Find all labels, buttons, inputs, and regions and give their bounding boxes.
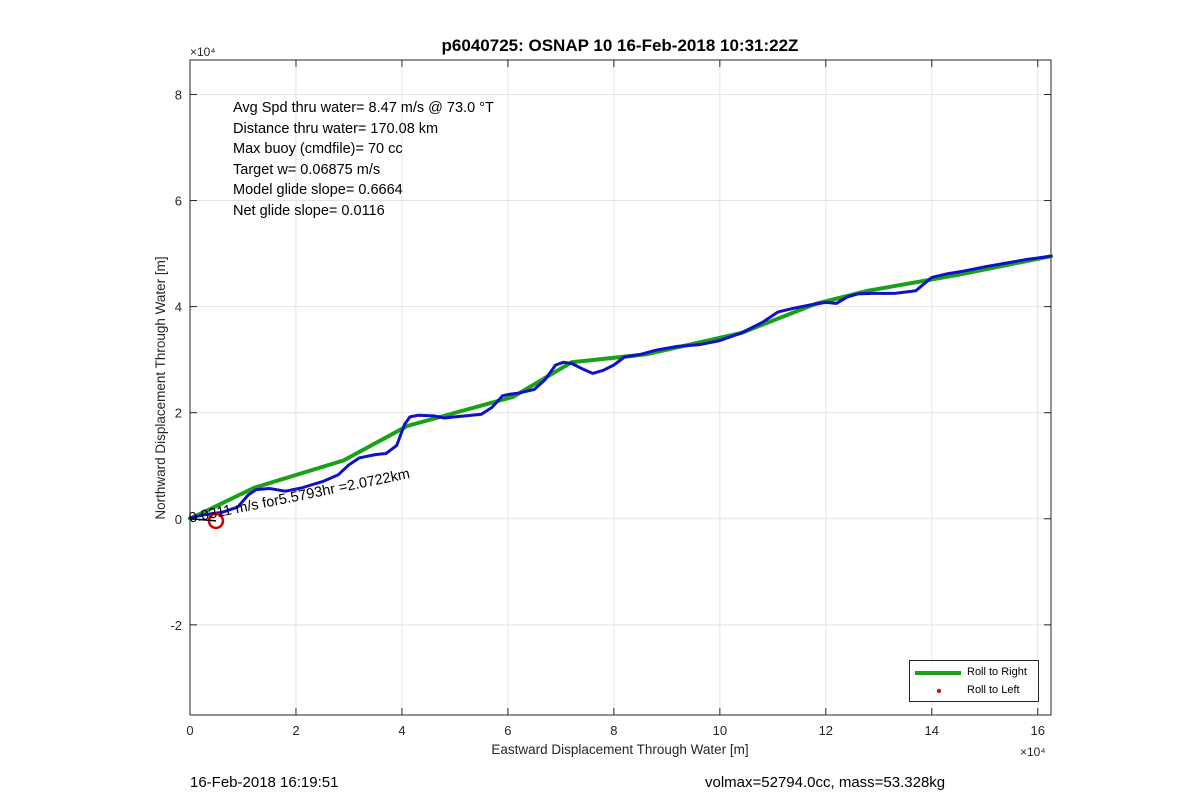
chart-title: p6040725: OSNAP 10 16-Feb-2018 10:31:22Z bbox=[441, 36, 799, 55]
annotation-block: Avg Spd thru water= 8.47 m/s @ 73.0 °T D… bbox=[233, 98, 494, 221]
grid bbox=[189, 60, 1051, 715]
x-tick-label: 16 bbox=[1031, 723, 1045, 738]
series-group bbox=[188, 254, 1053, 530]
x-tick-labels: 0 2 4 6 8 10 12 14 16 bbox=[186, 723, 1045, 738]
y-tick-label: 8 bbox=[175, 87, 182, 102]
x-tick-label: 4 bbox=[398, 723, 405, 738]
roll-right-line bbox=[188, 254, 1053, 521]
footer-info: volmax=52794.0cc, mass=53.328kg bbox=[705, 774, 946, 791]
legend-label-roll-left: Roll to Left bbox=[967, 684, 1020, 696]
annotation-model-glide: Model glide slope= 0.6664 bbox=[233, 182, 403, 198]
y-tick-label: 0 bbox=[175, 512, 182, 527]
y-exponent-label: ×10⁴ bbox=[190, 45, 216, 59]
x-tick-label: 2 bbox=[292, 723, 299, 738]
y-axis-label: Northward Displacement Through Water [m] bbox=[153, 256, 168, 519]
y-tick-label: -2 bbox=[170, 618, 182, 633]
y-tick-label: 6 bbox=[175, 194, 182, 209]
legend-dot-swatch bbox=[937, 689, 941, 693]
annotation-distance: Distance thru water= 170.08 km bbox=[233, 120, 439, 137]
y-tick-label: 2 bbox=[175, 406, 182, 421]
ticks bbox=[189, 60, 1051, 715]
axes-box bbox=[189, 59, 1052, 716]
x-tick-label: 8 bbox=[610, 723, 617, 738]
legend-item-roll-right: Roll to Right bbox=[910, 663, 1038, 681]
x-tick-label: 10 bbox=[713, 723, 727, 738]
track-line bbox=[188, 254, 1053, 520]
x-tick-label: 12 bbox=[819, 723, 833, 738]
annotation-target-w: Target w= 0.06875 m/s bbox=[233, 161, 381, 178]
y-tick-labels: -2 0 2 4 6 8 bbox=[170, 87, 182, 632]
annotation-max-buoy: Max buoy (cmdfile)= 70 cc bbox=[233, 141, 403, 157]
annotation-avg-speed: Avg Spd thru water= 8.47 m/s @ 73.0 °T bbox=[233, 100, 494, 116]
annotation-net-glide: Net glide slope= 0.0116 bbox=[233, 202, 385, 219]
current-vector bbox=[189, 518, 217, 522]
x-axis-label: Eastward Displacement Through Water [m] bbox=[491, 742, 748, 757]
y-tick-label: 4 bbox=[175, 300, 182, 315]
legend-line-swatch bbox=[915, 671, 961, 675]
x-exponent-label: ×10⁴ bbox=[1020, 745, 1046, 759]
footer-timestamp: 16-Feb-2018 16:19:51 bbox=[190, 774, 339, 791]
x-tick-label: 0 bbox=[186, 723, 193, 738]
x-tick-label: 14 bbox=[925, 723, 939, 738]
legend-item-roll-left: Roll to Left bbox=[910, 681, 1038, 699]
legend: Roll to Right Roll to Left bbox=[909, 660, 1039, 702]
legend-label-roll-right: Roll to Right bbox=[967, 666, 1027, 678]
x-tick-label: 6 bbox=[504, 723, 511, 738]
